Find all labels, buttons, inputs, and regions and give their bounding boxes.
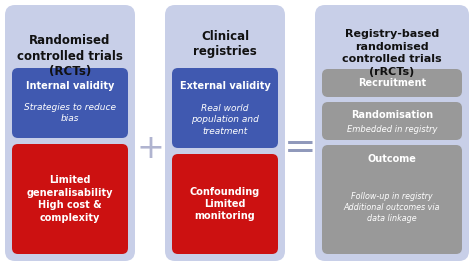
Text: Follow-up in registry
Additional outcomes via
data linkage: Follow-up in registry Additional outcome… <box>344 192 440 223</box>
Text: =: = <box>283 129 316 167</box>
Text: Registry-based
randomised
controlled trials
(rRCTs): Registry-based randomised controlled tri… <box>342 30 442 77</box>
Text: External validity: External validity <box>180 81 270 91</box>
Text: Clinical
registries: Clinical registries <box>193 30 257 59</box>
FancyBboxPatch shape <box>172 154 278 254</box>
FancyBboxPatch shape <box>12 68 128 138</box>
FancyBboxPatch shape <box>322 69 462 97</box>
Text: Limited
generalisability
High cost &
complexity: Limited generalisability High cost & com… <box>27 175 113 223</box>
Text: Confounding
Limited
monitoring: Confounding Limited monitoring <box>190 187 260 221</box>
Text: Strategies to reduce
bias: Strategies to reduce bias <box>24 103 116 123</box>
Text: Randomisation: Randomisation <box>351 110 433 120</box>
FancyBboxPatch shape <box>5 5 135 261</box>
Text: Outcome: Outcome <box>367 154 417 164</box>
Text: +: + <box>136 131 164 164</box>
FancyBboxPatch shape <box>322 102 462 140</box>
FancyBboxPatch shape <box>165 5 285 261</box>
Text: Internal validity: Internal validity <box>26 81 114 91</box>
Text: Randomised
controlled trials
(RCTs): Randomised controlled trials (RCTs) <box>17 34 123 78</box>
FancyBboxPatch shape <box>322 145 462 254</box>
FancyBboxPatch shape <box>12 144 128 254</box>
FancyBboxPatch shape <box>315 5 469 261</box>
Text: Real world
population and
treatment: Real world population and treatment <box>191 104 259 136</box>
Text: Embedded in registry: Embedded in registry <box>347 126 437 135</box>
FancyBboxPatch shape <box>172 68 278 148</box>
Text: Recruitment: Recruitment <box>358 78 426 88</box>
